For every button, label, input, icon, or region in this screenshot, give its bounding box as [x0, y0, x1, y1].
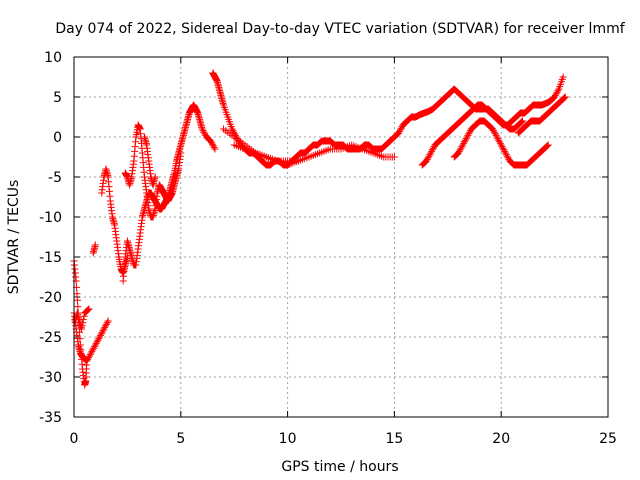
x-axis-title: GPS time / hours	[281, 459, 398, 475]
data-point-markers	[119, 101, 219, 285]
series-arc4	[89, 241, 99, 257]
y-tick-label: -30	[39, 370, 62, 386]
y-tick-label: -10	[39, 210, 62, 226]
y-tick-label: -20	[39, 290, 62, 306]
x-tick-label: 20	[492, 431, 510, 447]
y-tick-label: -35	[39, 410, 62, 426]
series-arc14	[514, 93, 569, 137]
x-tick-label: 25	[599, 431, 617, 447]
series-arc6	[119, 101, 219, 285]
series-arc13	[450, 117, 552, 169]
x-tick-label: 15	[385, 431, 403, 447]
x-tick-label: 0	[70, 431, 79, 447]
y-axis-title: SDTVAR / TECUs	[6, 180, 22, 295]
y-tick-label: 0	[53, 130, 62, 146]
data-point-markers	[140, 133, 159, 189]
series-arc11	[230, 141, 302, 165]
data-point-markers	[418, 73, 567, 169]
x-tick-label: 5	[176, 431, 185, 447]
chart-title: Day 074 of 2022, Sidereal Day-to-day VTE…	[55, 21, 625, 37]
data-point-markers	[89, 241, 99, 257]
data-point-markers	[71, 305, 93, 333]
y-tick-label: 5	[53, 90, 62, 106]
data-points	[70, 69, 569, 389]
data-point-markers	[450, 117, 552, 169]
series-arc3	[71, 305, 93, 333]
plot-frame	[73, 56, 609, 418]
y-tick-label: -5	[48, 170, 62, 186]
series-arc8	[140, 133, 159, 189]
y-tick-label: 10	[44, 50, 62, 66]
y-tick-label: -25	[39, 330, 62, 346]
x-tick-label: 10	[279, 431, 297, 447]
data-point-markers	[121, 121, 185, 221]
series-arc7	[121, 121, 185, 221]
data-point-markers	[514, 93, 569, 137]
y-tick-label: -15	[39, 250, 62, 266]
data-point-markers	[230, 141, 302, 165]
x-axis: 0 5 10 15 20 25	[70, 431, 617, 447]
series-arc12	[418, 73, 567, 169]
y-axis: 10 5 0 -5 -10 -15 -20 -25 -30 -35	[39, 50, 62, 426]
gridlines	[73, 56, 609, 418]
